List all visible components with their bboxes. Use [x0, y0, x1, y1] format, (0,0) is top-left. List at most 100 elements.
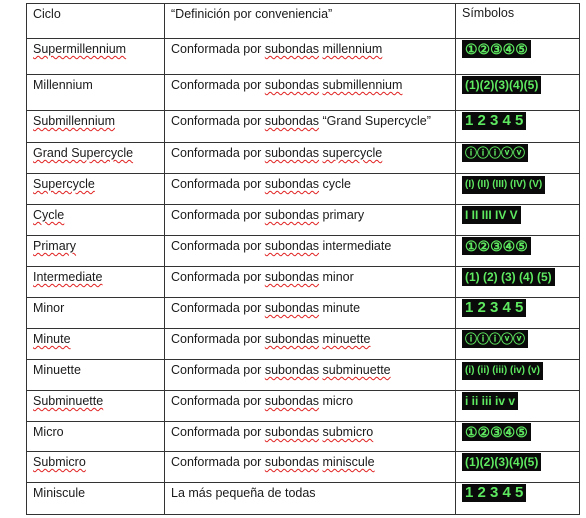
definicion-pre: Conformada por: [171, 394, 265, 408]
table-row: Submicro Conformada por subondas miniscul…: [26, 451, 580, 483]
definicion-pre: Conformada por: [171, 270, 265, 284]
table-row: Minuette Conformada por subondas subminue…: [26, 359, 580, 391]
definicion-pre: Conformada por: [171, 146, 265, 160]
wave-symbols: (1)(2)(3)(4)(5): [462, 453, 542, 471]
wave-symbols: ⓘⓘⓘⓥⓥ: [462, 330, 529, 348]
definicion-pre: La más pequeña de todas: [171, 486, 316, 500]
table-row: Millennium Conformada por subondas submil…: [26, 74, 580, 111]
definicion-target: minute: [322, 301, 361, 315]
definicion-target: submillennium: [322, 78, 403, 92]
definicion-target: cycle: [322, 177, 351, 191]
definicion-pre: Conformada por: [171, 239, 265, 253]
wave-symbols: ①②③④⑤: [462, 423, 531, 441]
definicion-cell: Conformada por subondas intermediate: [164, 235, 456, 267]
ciclo-name: Supercycle: [33, 177, 95, 191]
ciclo-name: Minuette: [33, 363, 81, 377]
definicion-cell: Conformada por subondas minor: [164, 266, 456, 298]
definicion-cell: Conformada por subondas supercycle: [164, 142, 456, 174]
definicion-subondas: subondas: [264, 177, 320, 191]
definicion-target: subminuette: [322, 363, 391, 377]
header-simbolos: Símbolos: [455, 3, 580, 39]
definicion-target: submicro: [322, 425, 374, 439]
elliott-wave-table: Ciclo “Definición por conveniencia” Símb…: [26, 3, 580, 515]
wave-symbols: 1 2 3 4 5: [462, 112, 527, 130]
ciclo-name: Minor: [33, 301, 65, 315]
table-row: Minor Conformada por subondas minute 1 2 3…: [26, 297, 580, 329]
definicion-pre: Conformada por: [171, 425, 265, 439]
wave-symbols: ①②③④⑤: [462, 40, 531, 58]
definicion-target: intermediate: [322, 239, 392, 253]
ciclo-name: Submillennium: [33, 114, 115, 128]
wave-symbols: I II III IV V: [462, 206, 521, 224]
definicion-target: minor: [322, 270, 354, 284]
table-row: Cycle Conformada por subondas primary I II…: [26, 204, 580, 236]
definicion-cell: Conformada por subondas millennium: [164, 38, 456, 75]
definicion-pre: Conformada por: [171, 42, 265, 56]
definicion-pre: Conformada por: [171, 332, 265, 346]
definicion-pre: Conformada por: [171, 455, 265, 469]
ciclo-name: Submicro: [33, 455, 86, 469]
definicion-subondas: subondas: [264, 425, 320, 439]
definicion-target: supercycle: [322, 146, 383, 160]
definicion-cell: La más pequeña de todas: [164, 482, 456, 515]
table-row: Miniscule La más pequeña de todas 1 2 3 4 …: [26, 482, 580, 515]
header-row: Ciclo “Definición por conveniencia” Símb…: [26, 3, 580, 39]
definicion-cell: Conformada por subondas primary: [164, 204, 456, 236]
definicion-cell: Conformada por subondas miniscule: [164, 451, 456, 483]
definicion-cell: Conformada por subondas “Grand Supercycl…: [164, 110, 456, 143]
definicion-subondas: subondas: [264, 146, 320, 160]
definicion-target: “Grand Supercycle”: [322, 114, 431, 128]
definicion-target: micro: [322, 394, 354, 408]
ciclo-name: Miniscule: [33, 486, 86, 500]
ciclo-name: Grand Supercycle: [33, 146, 134, 160]
definicion-pre: Conformada por: [171, 208, 265, 222]
definicion-cell: Conformada por subondas minuette: [164, 328, 456, 360]
table-row: Submillennium Conformada por subondas “Gr…: [26, 110, 580, 143]
table-row: Supercycle Conformada por subondas cycle (…: [26, 173, 580, 205]
ciclo-name: Micro: [33, 425, 64, 439]
wave-symbols: ①②③④⑤: [462, 237, 531, 255]
wave-symbols: i ii iii iv v: [462, 392, 519, 410]
wave-symbols: 1 2 3 4 5: [462, 299, 527, 317]
definicion-subondas: subondas: [264, 42, 320, 56]
ciclo-name: Primary: [33, 239, 77, 253]
table-row: Grand Supercycle Conformada por subondas …: [26, 142, 580, 174]
definicion-pre: Conformada por: [171, 301, 265, 315]
ciclo-name: Millennium: [33, 78, 93, 92]
definicion-subondas: subondas: [264, 114, 320, 128]
wave-symbols: (i) (ii) (iii) (iv) (v): [462, 362, 543, 380]
ciclo-name: Supermillennium: [33, 42, 127, 56]
wave-symbols: (1)(2)(3)(4)(5): [462, 76, 542, 94]
wave-symbols: ⓘⓘⓘⓥⓥ: [462, 144, 529, 162]
definicion-cell: Conformada por subondas submillennium: [164, 74, 456, 111]
wave-symbols: (I) (II) (III) (IV) (V): [462, 176, 546, 194]
header-ciclo: Ciclo: [26, 3, 165, 39]
definicion-pre: Conformada por: [171, 363, 265, 377]
definicion-subondas: subondas: [264, 270, 320, 284]
definicion-subondas: subondas: [264, 301, 320, 315]
definicion-pre: Conformada por: [171, 78, 265, 92]
ciclo-name: Subminuette: [33, 394, 104, 408]
definicion-cell: Conformada por subondas micro: [164, 390, 456, 422]
definicion-subondas: subondas: [264, 455, 320, 469]
wave-symbols: 1 2 3 4 5: [462, 484, 527, 502]
definicion-subondas: subondas: [264, 78, 320, 92]
definicion-target: primary: [322, 208, 365, 222]
header-definicion: “Definición por conveniencia”: [164, 3, 456, 39]
ciclo-name: Cycle: [33, 208, 65, 222]
table-row: Minute Conformada por subondas minuette ⓘⓘ…: [26, 328, 580, 360]
definicion-target: minuette: [322, 332, 371, 346]
definicion-pre: Conformada por: [171, 114, 265, 128]
definicion-subondas: subondas: [264, 208, 320, 222]
definicion-subondas: subondas: [264, 394, 320, 408]
table-row: Supermillennium Conformada por subondas m…: [26, 38, 580, 75]
table-row: Primary Conformada por subondas intermedi…: [26, 235, 580, 267]
definicion-pre: Conformada por: [171, 177, 265, 191]
table-row: Subminuette Conformada por subondas micro…: [26, 390, 580, 422]
definicion-target: miniscule: [322, 455, 375, 469]
ciclo-name: Minute: [33, 332, 71, 346]
wave-symbols: (1) (2) (3) (4) (5): [462, 268, 555, 286]
definicion-cell: Conformada por subondas subminuette: [164, 359, 456, 391]
definicion-subondas: subondas: [264, 239, 320, 253]
ciclo-name: Intermediate: [33, 270, 103, 284]
